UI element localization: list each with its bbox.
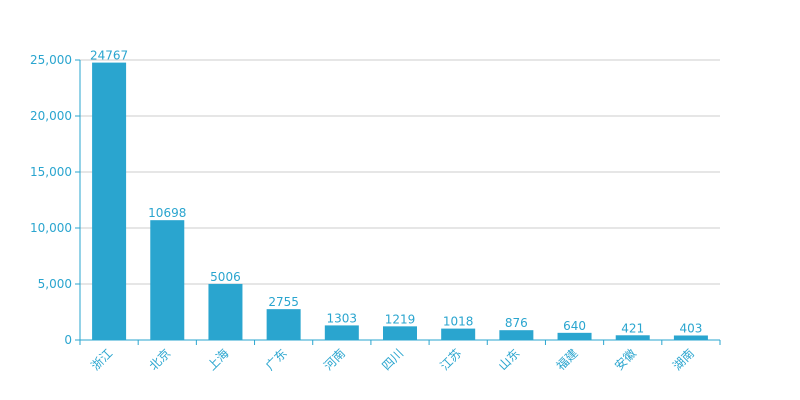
x-tick-label: 福建 bbox=[553, 346, 581, 374]
x-tick-label: 广东 bbox=[263, 346, 290, 373]
data-label: 5006 bbox=[210, 270, 241, 284]
x-tick-label: 江苏 bbox=[437, 346, 464, 373]
bar bbox=[557, 332, 592, 340]
bar bbox=[441, 328, 476, 340]
data-label: 10698 bbox=[148, 206, 186, 220]
data-label: 421 bbox=[621, 321, 644, 335]
x-tick-label: 安徽 bbox=[611, 346, 639, 374]
x-tick-label: 上海 bbox=[204, 346, 232, 374]
bar bbox=[92, 62, 127, 341]
bar bbox=[673, 335, 708, 340]
data-label: 1018 bbox=[443, 315, 474, 329]
bar bbox=[383, 326, 417, 340]
data-label: 1219 bbox=[385, 312, 416, 326]
y-tick-label: 25,000 bbox=[30, 53, 72, 67]
data-label: 876 bbox=[505, 316, 528, 330]
data-label: 640 bbox=[563, 319, 586, 333]
bar bbox=[324, 325, 359, 340]
y-tick-label: 20,000 bbox=[30, 109, 72, 123]
bar bbox=[208, 283, 243, 340]
y-tick-label: 15,000 bbox=[30, 165, 72, 179]
x-tick-label: 山东 bbox=[496, 346, 523, 373]
x-tick-label: 河南 bbox=[320, 346, 348, 374]
x-tick-label: 四川 bbox=[379, 346, 406, 373]
data-label: 2755 bbox=[268, 295, 299, 309]
bar bbox=[266, 309, 301, 340]
data-label: 24767 bbox=[90, 49, 128, 63]
x-tick-label: 浙江 bbox=[88, 346, 115, 373]
bar bbox=[499, 330, 534, 340]
x-tick-label: 湖南 bbox=[669, 346, 697, 374]
data-label: 1303 bbox=[327, 311, 358, 325]
y-tick-label: 5,000 bbox=[38, 277, 72, 291]
data-label: 403 bbox=[679, 321, 702, 335]
y-tick-label: 10,000 bbox=[30, 221, 72, 235]
bar bbox=[150, 220, 185, 340]
bar bbox=[615, 335, 650, 340]
y-tick-label: 0 bbox=[64, 333, 72, 347]
x-tick-label: 北京 bbox=[147, 346, 174, 373]
